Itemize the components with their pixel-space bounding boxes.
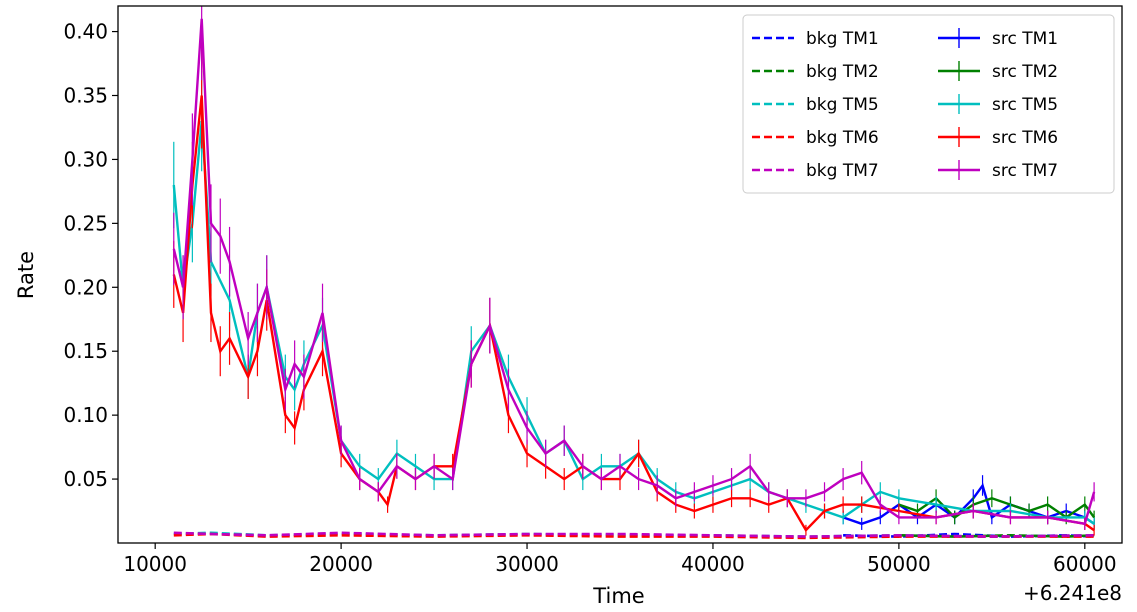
x-tick-label: 60000 [1053,552,1117,576]
legend-item-bkg-tm2: bkg TM2 [752,62,879,82]
series-layer [172,6,1096,540]
x-axis: 10000 20000 30000 40000 50000 60000 [123,543,1117,576]
y-tick-label: 0.05 [63,467,108,491]
x-tick-label: 40000 [681,552,745,576]
legend-item-bkg-tm1: bkg TM1 [752,29,879,49]
x-tick-label: 10000 [123,552,187,576]
legend: bkg TM1 bkg TM2 bkg TM5 bkg TM6 bkg TM7 src T… [742,14,1115,194]
y-tick-label: 0.30 [63,147,108,171]
series-line-src-tm2 [898,496,1096,519]
series-line-src-tm7 [172,18,1096,526]
y-axis: 0.05 0.10 0.15 0.20 0.25 0.30 0.35 0.40 [63,20,118,491]
legend-label: bkg TM7 [806,161,879,181]
legend-label: src TM2 [992,62,1058,82]
series-line-src-tm6 [172,95,1095,533]
legend-item-bkg-tm6: bkg TM6 [752,128,879,148]
y-tick-label: 0.40 [63,20,108,44]
legend-item-src-tm5: src TM5 [938,94,1058,115]
series-line-bkg-tm7 [173,531,1095,538]
legend-item-src-tm2: src TM2 [938,61,1058,82]
x-tick-label: 30000 [495,552,559,576]
y-tick-label: 0.10 [63,403,108,427]
series-bkg-tm7 [173,531,1095,538]
legend-item-bkg-tm5: bkg TM5 [752,95,879,115]
legend-label: src TM1 [992,29,1058,49]
plot-frame [117,5,1123,544]
legend-label: src TM5 [992,95,1058,115]
legend-item-bkg-tm7: bkg TM7 [752,161,879,181]
x-offset-label: +6.241e8 [1023,581,1122,605]
legend-label: bkg TM5 [806,95,879,115]
y-tick-label: 0.20 [63,275,108,299]
legend-box [742,14,1115,194]
legend-item-src-tm6: src TM6 [938,127,1058,148]
x-axis-label: Time [592,584,644,608]
legend-label: src TM6 [992,128,1058,148]
series-src-tm7 [172,6,1096,530]
y-tick-label: 0.25 [63,211,108,235]
y-axis-label: Rate [14,251,38,299]
x-tick-label: 50000 [867,552,931,576]
legend-item-src-tm7: src TM7 [938,160,1058,181]
legend-label: bkg TM6 [806,128,879,148]
y-tick-label: 0.35 [63,84,108,108]
legend-label: bkg TM2 [806,62,879,82]
legend-label: src TM7 [992,161,1058,181]
legend-item-src-tm1: src TM1 [938,28,1058,49]
series-bkg-tm6 [173,532,1095,540]
y-tick-label: 0.15 [63,339,108,363]
x-tick-label: 20000 [309,552,373,576]
series-line-bkg-tm6 [173,532,1095,540]
legend-label: bkg TM1 [806,29,879,49]
